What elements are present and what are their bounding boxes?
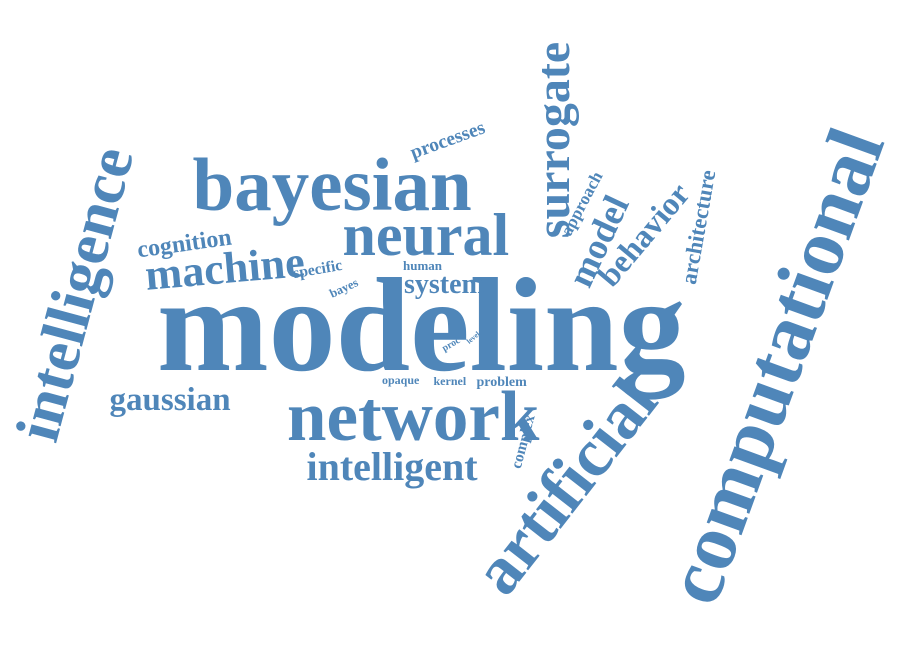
word-kernel: kernel xyxy=(433,374,467,388)
word-human: human xyxy=(403,258,443,273)
word-problem: problem xyxy=(476,375,527,390)
word-neural: neural xyxy=(342,202,510,268)
word-system: system xyxy=(404,269,485,300)
word-opaque: opaque xyxy=(382,373,420,387)
word-architecture: architecture xyxy=(675,167,721,286)
word-network: network xyxy=(287,378,540,456)
word-bayesian: bayesian xyxy=(192,144,472,227)
word-gaussian: gaussian xyxy=(109,382,231,418)
word-modeling: modeling xyxy=(157,251,686,399)
word-intelligent: intelligent xyxy=(306,444,478,489)
